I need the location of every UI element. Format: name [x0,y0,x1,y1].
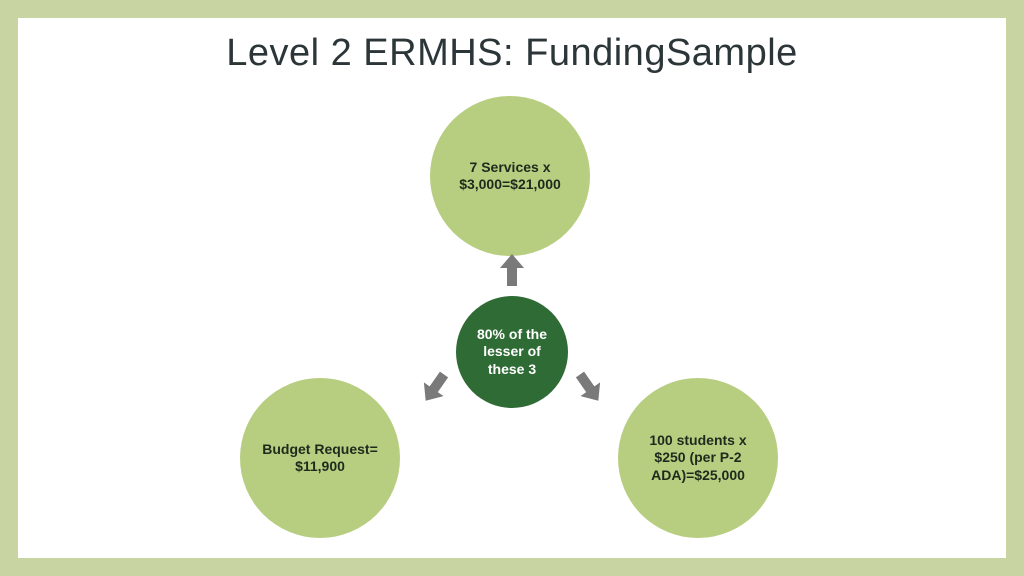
slide-border: Level 2 ERMHS: FundingSample 80% of the … [0,0,1024,576]
arrow-to-services [492,252,532,292]
node-services-label: 7 Services x $3,000=$21,000 [448,159,572,194]
arrow-to-budget [408,358,464,414]
center-node: 80% of the lesser of these 3 [456,296,568,408]
node-services: 7 Services x $3,000=$21,000 [430,96,590,256]
node-budget-label: Budget Request= $11,900 [258,441,382,476]
arrow-to-students [560,358,616,414]
node-students: 100 students x $250 (per P-2 ADA)=$25,00… [618,378,778,538]
page-title: Level 2 ERMHS: FundingSample [18,32,1006,75]
node-students-label: 100 students x $250 (per P-2 ADA)=$25,00… [636,432,760,485]
slide-canvas: Level 2 ERMHS: FundingSample 80% of the … [18,18,1006,558]
center-node-label: 80% of the lesser of these 3 [466,326,558,379]
node-budget: Budget Request= $11,900 [240,378,400,538]
